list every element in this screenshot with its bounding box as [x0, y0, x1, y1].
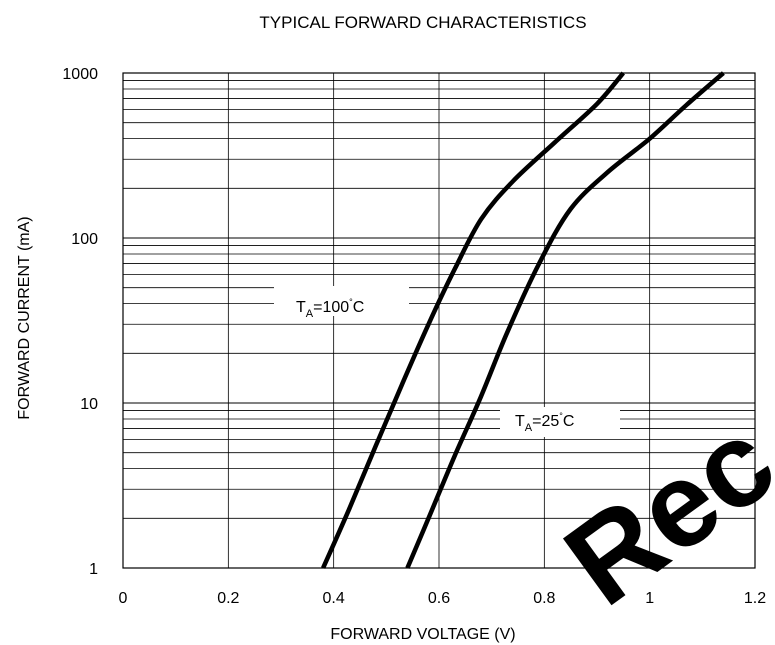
x-tick-label: 1: [645, 590, 654, 607]
svg-text:TA=100°C: TA=100°C: [296, 297, 364, 320]
label-unit: C: [563, 413, 575, 430]
x-tick-label: 0.4: [323, 590, 345, 607]
label-subscript: A: [306, 308, 314, 320]
y-tick-label: 1000: [62, 66, 98, 83]
x-axis-label: FORWARD VOLTAGE (V): [330, 626, 515, 643]
plot-frame: [122, 72, 756, 569]
label-subscript: A: [525, 422, 533, 434]
y-tick-label: 1: [89, 561, 98, 578]
x-tick-label: 0.6: [428, 590, 450, 607]
y-tick-label: 100: [71, 231, 98, 248]
y-tick-label: 10: [80, 396, 98, 413]
series-line-100c: [321, 71, 626, 569]
curves: [321, 71, 725, 569]
series-label-25c: TA=25°C: [500, 407, 620, 437]
label-unit: C: [353, 299, 365, 316]
x-tick-label: 0: [119, 590, 128, 607]
x-tick-label: 1.2: [744, 590, 766, 607]
label-t: T: [296, 299, 306, 316]
label-value: =100: [313, 299, 349, 316]
x-tick-label: 0.8: [533, 590, 555, 607]
series-label-100c: TA=100°C: [274, 286, 409, 320]
y-tick-labels: 1 10 100 1000: [62, 66, 98, 578]
svg-text:TA=25°C: TA=25°C: [515, 411, 574, 434]
grid: [122, 72, 756, 569]
x-tick-label: 0.2: [217, 590, 239, 607]
y-axis-label: FORWARD CURRENT (mA): [16, 216, 33, 419]
series-line-25c: [405, 71, 725, 569]
x-tick-labels: 0 0.2 0.4 0.6 0.8 1 1.2: [119, 590, 767, 607]
label-degree: °: [559, 411, 563, 421]
chart-title: TYPICAL FORWARD CHARACTERISTICS: [259, 13, 586, 32]
label-degree: °: [349, 297, 353, 307]
label-value: =25: [532, 413, 559, 430]
label-t: T: [515, 413, 525, 430]
